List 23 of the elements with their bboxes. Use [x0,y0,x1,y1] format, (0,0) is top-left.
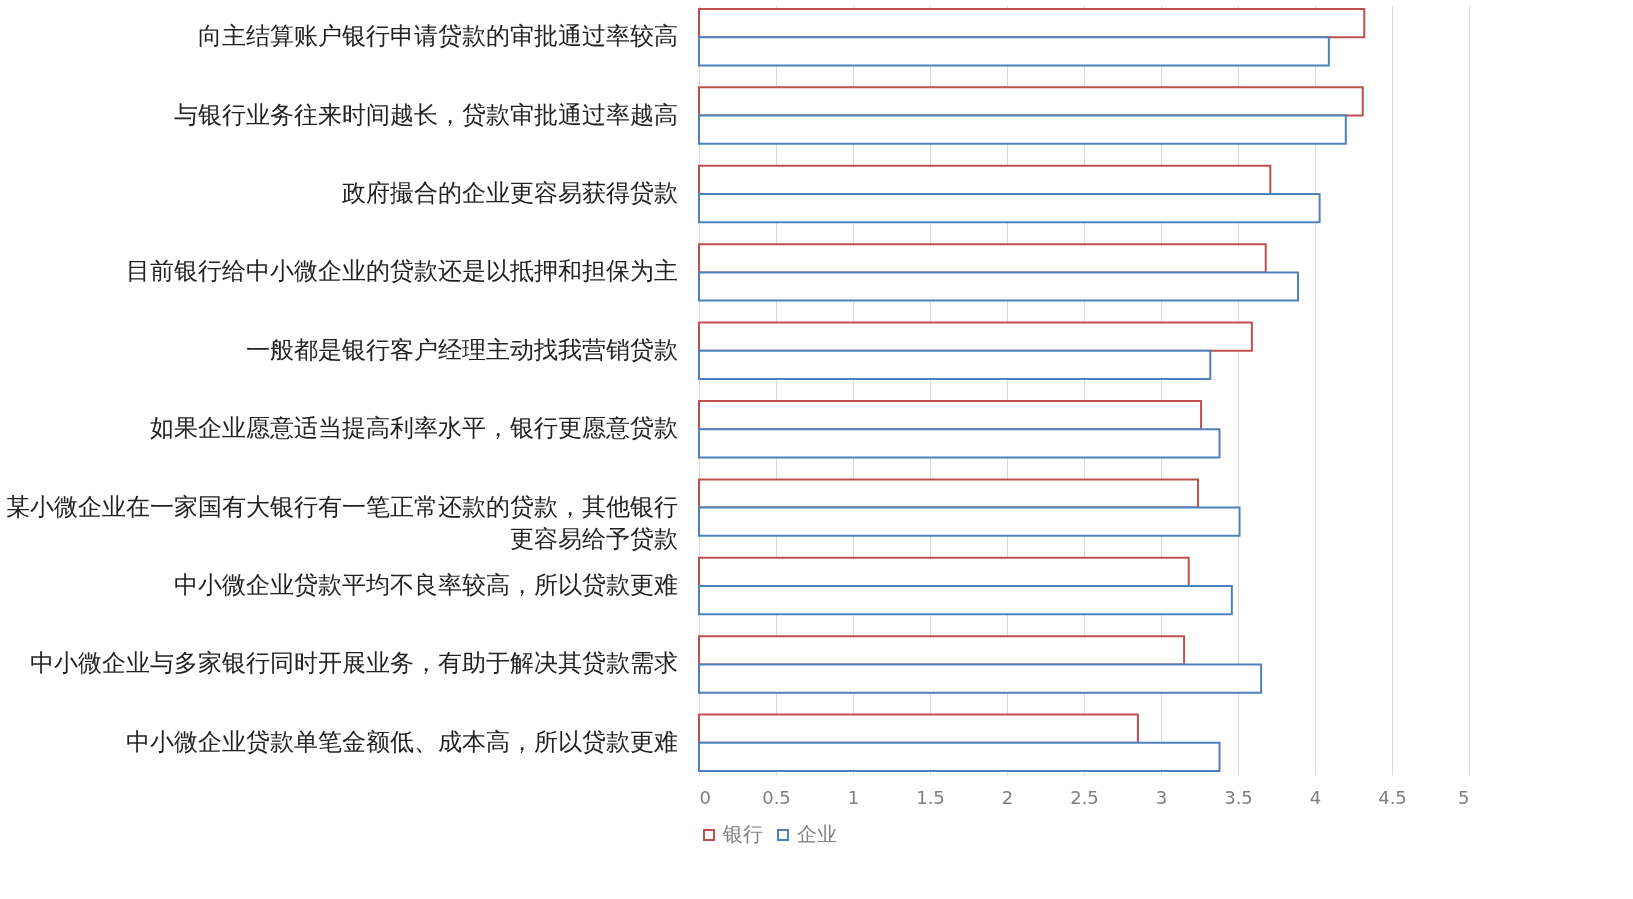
x-tick-label: 0.5 [762,786,791,808]
x-tick-label: 0 [699,786,711,808]
x-tick-label: 3 [1155,786,1168,808]
y-tick-label: 与银行业务往来时间越长，贷款审批通过率越高 [173,100,678,129]
x-tick-label: 4.5 [1378,786,1407,808]
x-tick-label: 2 [1001,786,1014,808]
x-tick-label: 2.5 [1070,786,1099,808]
y-tick-label: 向主结算账户银行申请贷款的审批通过率较高 [197,22,678,51]
x-tick-label: 5 [1458,786,1470,808]
legend-label: 企业 [797,822,837,846]
y-tick-label: 政府撮合的企业更容易获得贷款 [341,178,678,207]
y-tick-label: 一般都是银行客户经理主动找我营销贷款 [245,335,678,364]
legend-label: 银行 [722,822,763,846]
y-tick-label: 中小微企业贷款平均不良率较高，所以贷款更难 [173,571,678,600]
y-tick-label: 中小微企业与多家银行同时开展业务，有助于解决其贷款需求 [29,649,678,678]
y-tick-label: 目前银行给中小微企业的贷款还是以抵押和担保为主 [125,257,678,286]
x-tick-label: 3.5 [1224,786,1253,808]
x-tick-label: 1.5 [916,786,945,808]
y-tick-label: 中小微企业贷款单笔金额低、成本高，所以贷款更难 [125,727,678,756]
x-tick-label: 1 [847,786,860,808]
y-tick-label: 某小微企业在一家国有大银行有一笔正常还款的贷款，其他银行更容易给予贷款 [5,492,678,553]
y-tick-label: 如果企业愿意适当提高利率水平，银行更愿意贷款 [149,414,678,443]
x-tick-label: 4 [1309,786,1322,808]
